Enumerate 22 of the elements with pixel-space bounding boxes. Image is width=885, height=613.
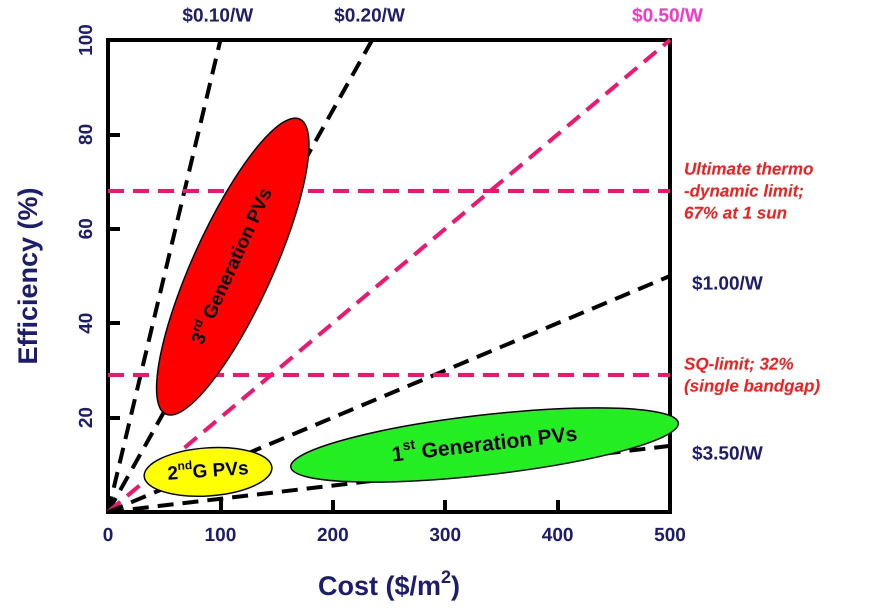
x-tick-label: 400 <box>542 525 574 546</box>
x-axis-title: Cost ($/m$^{2}$) <box>318 566 460 602</box>
x-tick-label: 0 <box>102 525 114 546</box>
x-tick-label: 200 <box>316 525 349 546</box>
series-label: $0.20/W <box>334 6 405 26</box>
series-label: $1.00/W <box>692 274 763 294</box>
annotation: 1$^{st}$ Generation PVs <box>390 422 578 466</box>
y-tick-label: 100 <box>76 24 97 56</box>
x-tick-label: 300 <box>429 525 462 546</box>
ref-line-label: Ultimate thermo -dynamic limit; 67% at 1 sun <box>684 160 814 223</box>
y-tick-label: 80 <box>76 124 97 145</box>
y-tick-label: 60 <box>76 218 97 240</box>
x-tick-label: 100 <box>204 525 236 546</box>
x-tick-label: 500 <box>654 525 686 546</box>
y-tick-label: 20 <box>76 407 97 428</box>
y-axis-title: Efficiency (%) <box>13 187 44 365</box>
ref-line-label: SQ-limit; 32% (single bandgap) <box>684 354 820 396</box>
annotation: 2$^{nd}$G PVs <box>166 458 250 485</box>
y-tick-label: 40 <box>76 312 97 334</box>
series-label: $0.50/W <box>632 6 703 26</box>
series-label: $0.10/W <box>182 6 254 26</box>
series-label: $3.50/W <box>692 443 763 464</box>
